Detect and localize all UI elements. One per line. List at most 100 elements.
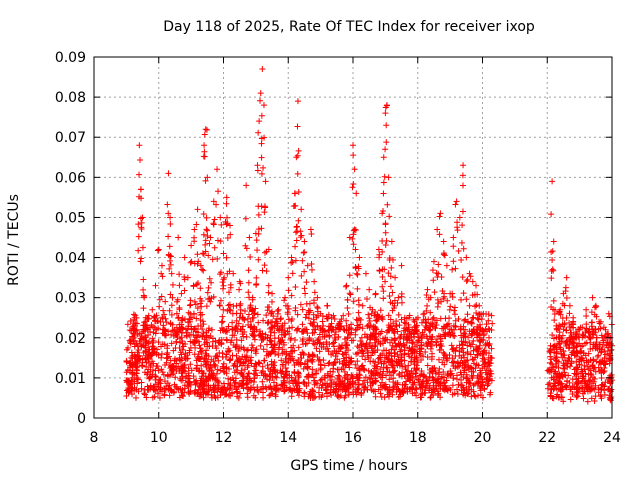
data-point <box>448 326 455 333</box>
data-point <box>310 297 317 304</box>
data-point <box>465 334 472 341</box>
data-point <box>191 234 198 241</box>
data-point <box>187 344 194 351</box>
data-point <box>321 362 328 369</box>
data-point <box>181 254 188 261</box>
data-point <box>249 296 256 303</box>
data-point <box>272 385 279 392</box>
data-point <box>468 320 475 327</box>
data-point <box>359 365 366 372</box>
data-point <box>204 339 211 346</box>
data-point <box>361 331 368 338</box>
data-point <box>150 315 157 322</box>
data-point <box>229 326 236 333</box>
data-point <box>205 382 212 389</box>
data-point <box>338 344 345 351</box>
data-point <box>168 302 175 309</box>
data-point <box>460 245 467 252</box>
data-point <box>254 311 261 318</box>
data-point <box>573 381 580 388</box>
data-point <box>415 337 422 344</box>
data-point <box>546 379 553 386</box>
data-point <box>348 321 355 328</box>
data-point <box>395 341 402 348</box>
data-point <box>587 367 594 374</box>
data-point <box>380 190 387 197</box>
data-point <box>333 385 340 392</box>
data-point <box>213 345 220 352</box>
data-point <box>580 373 587 380</box>
data-point <box>582 370 589 377</box>
data-point <box>371 339 378 346</box>
data-point <box>427 394 434 401</box>
data-point <box>394 381 401 388</box>
data-point <box>447 332 454 339</box>
data-point <box>391 382 398 389</box>
data-point <box>217 238 224 245</box>
data-point <box>255 226 262 233</box>
data-point <box>319 318 326 325</box>
data-point <box>255 256 262 263</box>
data-point <box>593 339 600 346</box>
data-point <box>172 364 179 371</box>
data-point <box>376 267 383 274</box>
data-point <box>395 311 402 318</box>
data-point <box>433 270 440 277</box>
data-point <box>547 349 554 356</box>
data-point <box>325 360 332 367</box>
data-point <box>365 367 372 374</box>
data-point <box>553 363 560 370</box>
data-point <box>138 225 145 232</box>
data-point <box>288 254 295 261</box>
data-point <box>438 298 445 305</box>
data-point <box>324 372 331 379</box>
data-point <box>568 386 575 393</box>
x-tick-label: 16 <box>344 430 362 446</box>
data-point <box>142 333 149 340</box>
data-point <box>295 356 302 363</box>
data-point <box>310 338 317 345</box>
data-point <box>133 364 140 371</box>
data-point <box>465 383 472 390</box>
data-point <box>344 296 351 303</box>
data-point <box>173 338 180 345</box>
data-point <box>452 265 459 272</box>
data-point <box>164 380 171 387</box>
data-point <box>353 190 360 197</box>
data-point <box>185 389 192 396</box>
data-point <box>341 357 348 364</box>
data-point <box>294 98 301 105</box>
data-point <box>275 351 282 358</box>
data-point <box>245 362 252 369</box>
data-point <box>226 222 233 229</box>
data-point <box>393 318 400 325</box>
data-point <box>597 325 604 332</box>
data-point <box>197 391 204 398</box>
data-point <box>563 295 570 302</box>
data-point <box>477 338 484 345</box>
data-point <box>226 357 233 364</box>
data-point <box>446 351 453 358</box>
data-point <box>380 154 387 161</box>
data-point <box>295 370 302 377</box>
data-point <box>547 359 554 366</box>
data-point <box>205 387 212 394</box>
data-point <box>475 362 482 369</box>
data-point <box>169 294 176 301</box>
data-point <box>354 271 361 278</box>
data-point <box>563 314 570 321</box>
data-point <box>149 335 156 342</box>
data-point <box>569 383 576 390</box>
data-point <box>473 302 480 309</box>
data-point <box>557 373 564 380</box>
data-point <box>172 374 179 381</box>
data-point <box>479 365 486 372</box>
data-point <box>478 382 485 389</box>
data-point <box>340 361 347 368</box>
data-point <box>269 308 276 315</box>
data-point <box>468 330 475 337</box>
data-point <box>169 281 176 288</box>
y-tick-label: 0.08 <box>55 90 86 106</box>
data-point <box>143 394 150 401</box>
data-point <box>129 385 136 392</box>
